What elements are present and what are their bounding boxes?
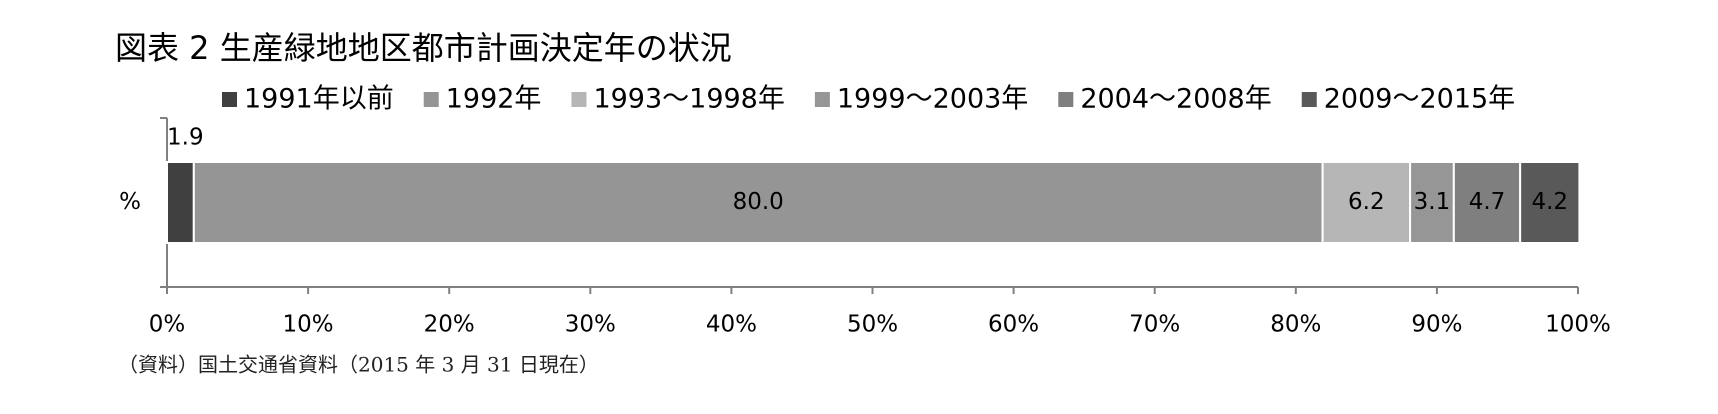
legend-swatch <box>814 92 830 107</box>
x-tick-label: 30% <box>565 312 616 338</box>
x-tick-label: 40% <box>706 312 757 338</box>
data-label: 80.0 <box>733 189 784 215</box>
data-label: 3.1 <box>1414 189 1451 215</box>
bar-segment <box>1452 161 1522 244</box>
legend-label: 2009～2015年 <box>1324 84 1515 115</box>
legend-swatch <box>1058 92 1074 107</box>
legend-label: 1991年以前 <box>244 84 394 115</box>
legend-label: 1993～1998年 <box>593 84 784 115</box>
x-tick-label: 0% <box>149 312 186 338</box>
x-tick-label: 10% <box>283 312 334 338</box>
x-tick-label: 20% <box>424 312 475 338</box>
bar-segment <box>1409 161 1455 244</box>
x-tick-label: 80% <box>1270 312 1321 338</box>
legend-label: 1992年 <box>446 84 542 115</box>
x-tick-label: 70% <box>1129 312 1180 338</box>
legend-label: 2004～2008年 <box>1080 84 1271 115</box>
data-label: 4.7 <box>1469 189 1506 215</box>
x-tick-label: 90% <box>1411 312 1462 338</box>
legend-swatch <box>1301 92 1317 107</box>
chart-title: 図表 2 生産緑地地区都市計画決定年の状況 <box>115 29 732 67</box>
bar-segment <box>166 161 195 244</box>
data-label: 4.2 <box>1531 189 1568 215</box>
bar-segment <box>192 161 1324 244</box>
legend-swatch <box>423 92 439 107</box>
data-label: 6.2 <box>1348 189 1385 215</box>
x-tick-label: 50% <box>847 312 898 338</box>
legend-label: 1999～2003年 <box>837 84 1028 115</box>
x-tick-label: 60% <box>988 312 1039 338</box>
x-tick-label: 100% <box>1545 312 1611 338</box>
legend-swatch <box>571 92 587 107</box>
data-label: 1.9 <box>167 125 204 151</box>
source-note: （資料）国土交通省資料（2015 年 3 月 31 日現在） <box>118 353 599 377</box>
legend-swatch <box>222 92 237 107</box>
bar-segment <box>1519 161 1581 244</box>
y-tick-label: % <box>119 189 141 215</box>
